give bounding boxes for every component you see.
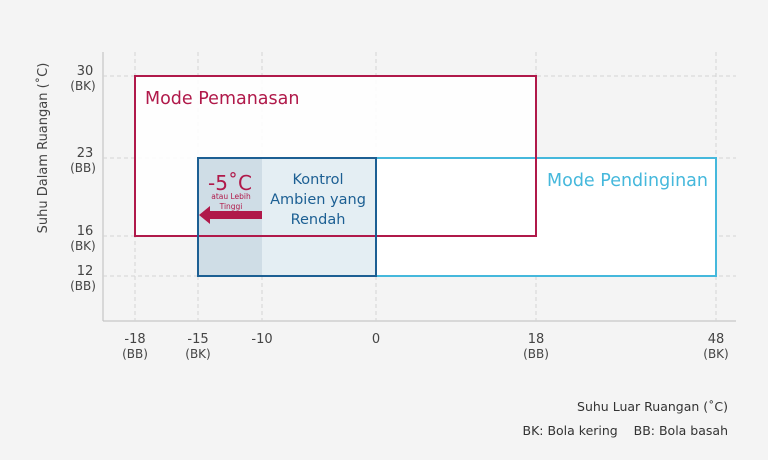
legend-note: BK: Bola kering BB: Bola basah <box>522 423 729 438</box>
y-tick-label: 16 <box>77 224 94 239</box>
x-tick-sublabel: (BB) <box>122 347 148 361</box>
y-tick-label: 12 <box>77 264 94 279</box>
y-tick-sublabel: (BK) <box>70 79 95 93</box>
left-arrow-icon <box>199 206 262 224</box>
heating-mode-box <box>134 75 537 237</box>
y-tick-label: 30 <box>77 64 94 79</box>
heating-mode-label: Mode Pemanasan <box>145 89 299 109</box>
tick-layer: 30(BK)23(BB)16(BK)12(BB)-18(BB)-15(BK)-1… <box>70 64 729 361</box>
x-tick-label: -10 <box>251 332 272 347</box>
x-tick-sublabel: (BK) <box>185 347 210 361</box>
y-tick-sublabel: (BB) <box>70 161 96 175</box>
cooling-mode-label: Mode Pendinginan <box>547 171 708 191</box>
x-tick-sublabel: (BB) <box>523 347 549 361</box>
min-temp-note-line: Tinggi <box>219 202 243 211</box>
x-tick-sublabel: (BK) <box>703 347 728 361</box>
x-tick-label: 48 <box>708 332 725 347</box>
low-ambient-label-line: Ambien yang <box>270 192 366 208</box>
box-layer <box>134 75 717 277</box>
x-tick-label: -15 <box>187 332 208 347</box>
low-ambient-label-line: Kontrol <box>292 172 343 188</box>
low-ambient-box <box>197 157 377 277</box>
low-ambient-label-line: Rendah <box>291 212 346 228</box>
y-axis-title: Suhu Dalam Ruangan (˚C) <box>35 63 51 234</box>
y-tick-sublabel: (BB) <box>70 279 96 293</box>
label-layer: Mode Pemanasan Mode Pendinginan Kontrol Amb… <box>145 89 708 228</box>
x-tick-label: 0 <box>372 332 380 347</box>
min-temp-value: -5˚C <box>208 171 252 195</box>
y-tick-sublabel: (BK) <box>70 239 95 253</box>
x-tick-label: -18 <box>124 332 145 347</box>
x-axis-title: Suhu Luar Ruangan (˚C) <box>577 399 728 414</box>
min-temp-note-line: atau Lebih <box>211 192 251 201</box>
y-tick-label: 23 <box>77 146 94 161</box>
x-tick-label: 18 <box>528 332 545 347</box>
